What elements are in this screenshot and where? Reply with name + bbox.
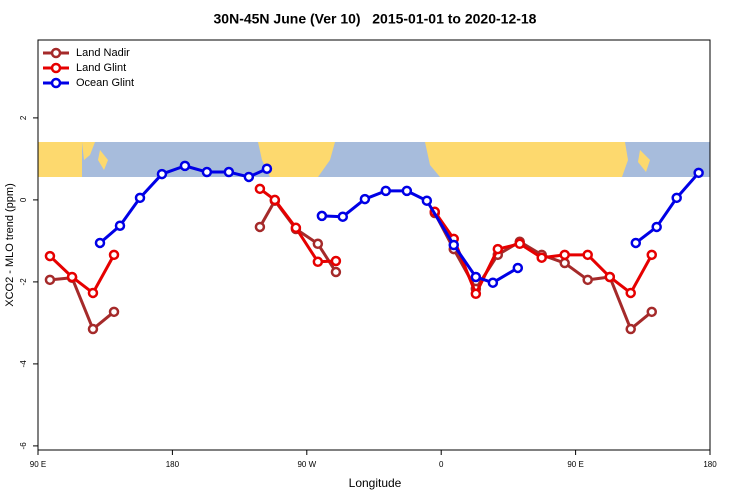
y-tick-label: -2 [19,278,28,286]
chart-title: 30N-45N June (Ver 10) 2015-01-01 to 2020… [214,11,537,27]
point [604,271,616,283]
series-line [48,187,654,296]
point [179,160,191,172]
legend-marker [50,77,62,89]
point [134,192,146,204]
point [66,271,78,283]
map-land [638,150,650,172]
point [337,211,349,222]
map-land [98,150,108,170]
series-line [98,164,700,285]
point [559,257,570,269]
point [94,237,106,249]
legend-label: Land Nadir [76,47,130,59]
map-land [258,142,335,177]
point [114,220,126,231]
series [44,183,658,300]
legend-marker [50,47,62,59]
point [582,274,593,286]
point [330,266,342,278]
legend-marker [50,62,62,74]
point [243,171,255,183]
point [312,256,324,268]
point [492,243,504,255]
point [625,323,636,335]
point [359,193,371,205]
point [401,185,413,197]
point [44,274,56,286]
point [156,168,168,180]
series [94,160,704,288]
map-land [38,142,82,177]
point [380,185,392,197]
point [108,249,120,261]
legend-label: Ocean Glint [76,77,134,89]
plot-frame [37,39,711,451]
point [487,277,499,288]
point [514,238,525,250]
point [651,221,662,233]
map-land [82,142,95,160]
point [290,222,302,234]
x-tick-label: 0 [439,460,444,469]
y-tick-label: -6 [19,442,28,450]
x-tick-label: 180 [166,460,180,469]
point [630,237,642,249]
y-tick-label: 0 [19,197,28,202]
x-axis-label: Longitude [349,476,402,490]
x-tick-label: 180 [703,460,717,469]
point [693,167,704,179]
x-tick-label: 90 E [30,460,46,469]
map-land [425,142,628,177]
point [261,163,273,174]
point [646,306,658,318]
point [625,287,636,299]
point [470,288,482,300]
point [269,194,281,206]
point [87,287,99,299]
y-tick-label: 2 [19,115,28,120]
point [330,255,342,267]
x-tick-label: 90 W [297,460,316,469]
y-tick-label: -4 [19,360,28,368]
point [254,183,266,195]
legend-label: Land Glint [76,62,126,74]
point [536,252,547,263]
point [316,210,328,222]
point [108,306,120,318]
x-tick-label: 90 E [567,460,583,469]
point [223,166,235,178]
map-band [38,142,710,177]
series [44,195,658,335]
y-axis-label: XCO2 - MLO trend (ppm) [4,183,16,306]
point [312,238,324,250]
point [470,271,482,283]
point [671,192,682,204]
point [559,249,570,261]
point [512,262,524,274]
point [254,221,266,233]
point [448,239,459,251]
point [421,195,433,206]
point [201,166,213,178]
point [582,249,593,261]
point [87,323,99,335]
point [646,249,658,261]
point [44,250,56,262]
